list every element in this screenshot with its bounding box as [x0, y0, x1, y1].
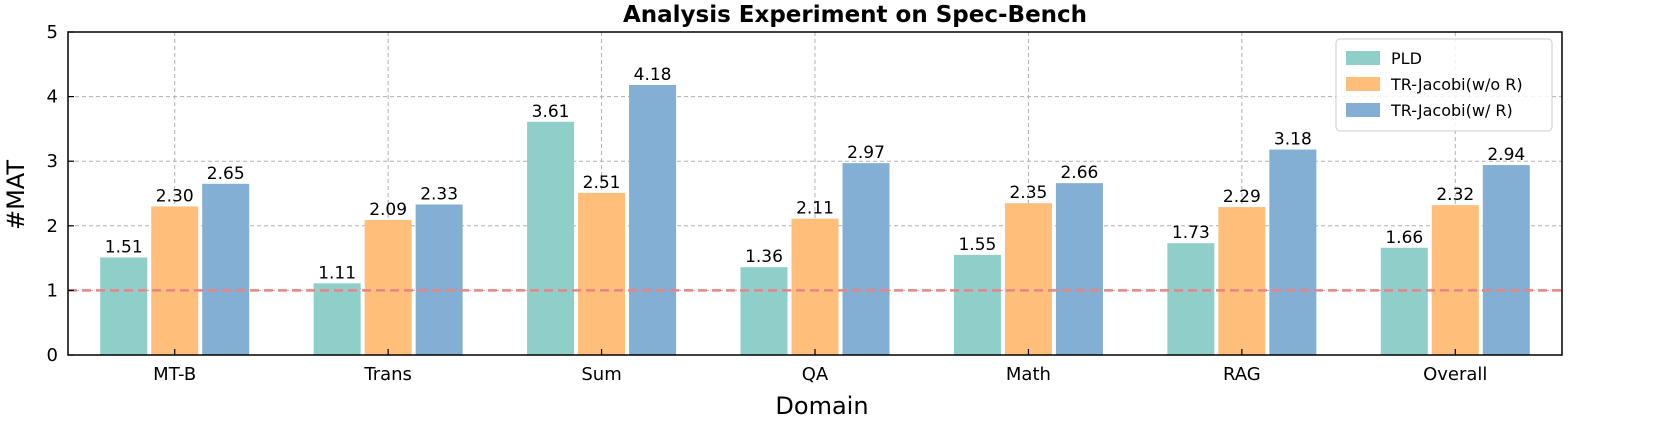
x-tick-label: Trans — [363, 364, 412, 385]
data-label: 1.51 — [105, 237, 143, 257]
y-tick-label: 3 — [47, 151, 58, 172]
bar — [1431, 205, 1479, 355]
data-label: 2.30 — [156, 186, 194, 206]
bar — [1380, 247, 1428, 355]
legend-entry: TR-Jacobi(w/o R) — [1390, 75, 1523, 94]
y-axis-ticks: 0 1 2 3 4 5 — [47, 22, 74, 366]
data-label: 2.33 — [420, 184, 458, 204]
x-tick-label: MT-B — [153, 364, 196, 385]
bar — [629, 84, 677, 356]
bar — [527, 121, 575, 355]
y-tick-label: 2 — [47, 216, 58, 237]
legend: PLD TR-Jacobi(w/o R) TR-Jacobi(w/ R) — [1335, 38, 1553, 132]
bar — [1482, 165, 1530, 355]
x-axis-ticks: MT-B Trans Sum QA Math RAG Overall — [153, 349, 1487, 385]
bar — [415, 204, 463, 355]
bar-group — [100, 84, 1530, 356]
data-labels: 1.51 2.30 2.65 1.11 2.09 2.33 3.61 2.51 4.18 1.36… — [105, 65, 1525, 283]
bar — [1269, 149, 1317, 355]
bar — [1218, 207, 1266, 355]
legend-entry: TR-Jacobi(w/ R) — [1390, 101, 1513, 120]
data-label: 3.61 — [532, 102, 570, 122]
data-label: 1.73 — [1172, 223, 1210, 243]
y-tick-label: 0 — [47, 345, 58, 366]
data-label: 2.94 — [1487, 145, 1525, 165]
legend-box — [1335, 38, 1553, 132]
data-label: 2.29 — [1223, 187, 1261, 207]
data-label: 3.18 — [1274, 130, 1312, 150]
x-tick-label: Math — [1006, 364, 1051, 385]
data-label: 1.66 — [1385, 228, 1423, 248]
data-label: 2.32 — [1436, 185, 1474, 205]
bar — [1055, 183, 1103, 355]
data-label: 2.09 — [369, 200, 407, 220]
x-tick-label: QA — [802, 364, 829, 385]
bar — [740, 267, 788, 355]
data-label: 2.51 — [583, 173, 621, 193]
data-label: 1.11 — [318, 263, 356, 283]
data-label: 1.36 — [745, 247, 783, 267]
data-label: 1.55 — [958, 235, 996, 255]
y-axis-label: #MAT — [2, 160, 30, 230]
bar — [151, 206, 199, 355]
y-tick-label: 1 — [47, 280, 58, 301]
bar — [578, 192, 626, 355]
bar — [953, 254, 1001, 355]
y-tick-label: 4 — [47, 87, 58, 108]
bar — [1004, 203, 1052, 355]
data-label: 2.11 — [796, 199, 834, 219]
x-tick-label: RAG — [1223, 364, 1261, 385]
bar — [313, 283, 361, 355]
legend-swatch — [1346, 51, 1380, 65]
legend-entry: PLD — [1391, 49, 1422, 68]
bar — [842, 163, 890, 355]
chart-title: Analysis Experiment on Spec-Bench — [623, 2, 1087, 28]
bar — [791, 218, 839, 355]
data-label: 4.18 — [634, 65, 672, 85]
data-label: 2.66 — [1060, 163, 1098, 183]
data-label: 2.35 — [1009, 183, 1047, 203]
bar — [202, 183, 250, 355]
data-label: 2.65 — [207, 164, 245, 184]
x-tick-label: Overall — [1423, 364, 1487, 385]
y-tick-label: 5 — [47, 22, 58, 43]
bar — [100, 257, 148, 355]
legend-swatch — [1346, 77, 1380, 91]
data-label: 2.97 — [847, 143, 885, 163]
x-axis-label: Domain — [775, 392, 868, 420]
bar — [1167, 243, 1215, 355]
x-tick-label: Sum — [581, 364, 621, 385]
bar — [364, 219, 412, 355]
legend-swatch — [1346, 103, 1380, 117]
